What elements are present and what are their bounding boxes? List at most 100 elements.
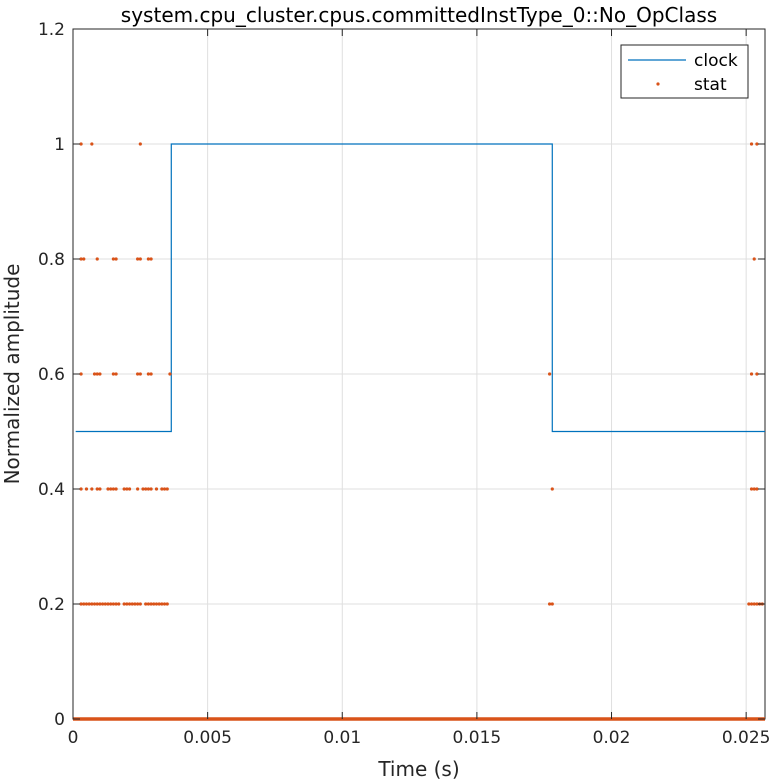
series-stat-point (141, 487, 145, 491)
series-stat-point (152, 602, 156, 606)
series-stat-point (82, 602, 86, 606)
x-tick-label: 0.01 (323, 728, 361, 748)
y-tick-label: 0.2 (38, 595, 65, 615)
series-stat-point (127, 602, 132, 606)
series-stat-point (149, 257, 153, 261)
series-stat-point (92, 372, 97, 376)
series-stat-point (755, 372, 759, 376)
series-stat-point (122, 487, 126, 491)
series-stat-point (168, 372, 172, 376)
series-stat-point (162, 487, 167, 491)
series-stat-point (149, 487, 153, 491)
series-stat-point (149, 602, 153, 606)
series-stat-point (125, 602, 129, 606)
series-stat-point (146, 372, 150, 376)
series-stat-point (82, 257, 86, 261)
series-stat-point (749, 142, 754, 146)
series-stat-point (138, 142, 142, 146)
series-layer (73, 142, 765, 721)
series-stat-point (755, 142, 759, 146)
series-stat-point (133, 602, 137, 606)
series-stat-point (136, 487, 140, 491)
y-tick-label: 0.4 (38, 480, 65, 500)
series-stat-point (162, 602, 167, 606)
series-stat-point (136, 257, 140, 261)
series-stat-point (79, 142, 83, 146)
x-tick-label: 0.02 (593, 728, 631, 748)
series-stat-point (146, 602, 150, 606)
series-stat-point (144, 487, 148, 491)
series-stat-point (755, 487, 759, 491)
series-stat-point (752, 602, 756, 606)
series-stat-point (747, 602, 751, 606)
series-stat-point (165, 602, 169, 606)
y-axis-label: Normalized amplitude (0, 264, 24, 485)
series-stat-point (752, 487, 756, 491)
series-stat-point (109, 602, 113, 606)
y-tick-label: 0 (54, 710, 65, 730)
series-stat-point (547, 602, 552, 606)
series-stat-point (160, 602, 164, 606)
series-stat-point (154, 602, 159, 606)
series-stat-point (114, 602, 118, 606)
series-stat-point (95, 257, 99, 261)
series-stat-point (79, 487, 83, 491)
series-stat-point (98, 372, 102, 376)
series-stat-point (165, 487, 169, 491)
series-stat-point (138, 257, 142, 261)
series-stat-point (138, 602, 142, 606)
legend-box (620, 44, 749, 99)
y-tick-label: 1 (54, 135, 65, 155)
series-stat-point (550, 487, 554, 491)
y-tick-label: 1.2 (38, 20, 65, 40)
series-stat-point (79, 257, 83, 261)
series-stat-point (92, 602, 97, 606)
series-stat-point (106, 487, 110, 491)
series-stat-point (95, 372, 99, 376)
y-tick-label: 0.8 (38, 250, 65, 270)
series-stat-point (117, 602, 121, 606)
series-stat-point (109, 487, 113, 491)
series-stat-point (125, 487, 129, 491)
series-stat-point (114, 372, 118, 376)
series-stat-point (84, 602, 89, 606)
x-tick-label: 0.025 (722, 728, 771, 748)
series-stat-point (154, 487, 159, 491)
series-stat-point (127, 487, 132, 491)
x-tick-label: 0.005 (183, 728, 232, 748)
series-stat-point (103, 602, 107, 606)
series-clock-line (75, 143, 765, 433)
series-stat-point (157, 602, 161, 606)
series-stat-point (136, 602, 140, 606)
legend-clock-label: clock (694, 51, 738, 71)
series-stat-point (138, 372, 142, 376)
series-stat-point (749, 487, 754, 491)
series-stat-point (547, 372, 552, 376)
series-stat-point (550, 602, 554, 606)
series-stat-point (95, 602, 99, 606)
series-stat-point (98, 602, 102, 606)
legend: clock stat (620, 44, 749, 99)
series-stat-point (98, 487, 102, 491)
series-stat-point (114, 257, 118, 261)
series-stat-point (114, 487, 118, 491)
series-stat-point (752, 257, 756, 261)
series-stat-point (111, 602, 115, 606)
series-stat-point (144, 602, 148, 606)
series-stat-point (79, 372, 83, 376)
series-stat-point (146, 487, 150, 491)
chart-title: system.cpu_cluster.cpus.committedInstTyp… (121, 3, 717, 27)
ticks (72, 28, 765, 720)
legend-stat-label: stat (694, 75, 727, 95)
series-stat-point (90, 142, 94, 146)
series-stat-point (90, 602, 94, 606)
series-stat-point (130, 602, 134, 606)
series-stat-point (111, 487, 115, 491)
series-stat-point (146, 257, 150, 261)
series-stat-point (106, 602, 110, 606)
tick-labels: 0 0.005 0.01 0.015 0.02 0.025 0 0.2 0.4 0.6 0.8 1 1.… (38, 20, 771, 748)
series-stat-point (749, 372, 754, 376)
x-tick-label: 0.015 (453, 728, 502, 748)
series-stat-point (87, 602, 91, 606)
